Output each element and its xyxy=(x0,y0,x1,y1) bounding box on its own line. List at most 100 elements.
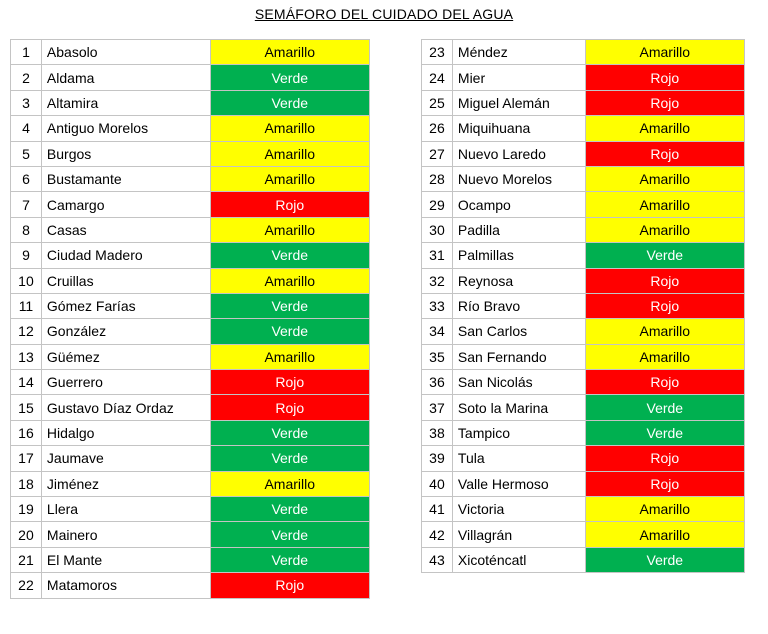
row-number: 8 xyxy=(10,216,42,244)
status-cell: Verde xyxy=(209,242,370,269)
page-title: SEMÁFORO DEL CUIDADO DEL AGUA xyxy=(254,6,514,22)
row-number: 43 xyxy=(421,546,453,574)
municipality-name: Guerrero xyxy=(40,369,211,396)
status-cell: Amarillo xyxy=(584,216,746,244)
table-row: 34 San Carlos Amarillo xyxy=(421,318,746,345)
row-number: 36 xyxy=(421,369,453,396)
status-cell: Verde xyxy=(584,419,746,447)
row-number: 27 xyxy=(421,140,453,167)
table-row: 28 Nuevo Morelos Amarillo xyxy=(421,165,746,193)
status-cell: Verde xyxy=(209,419,370,447)
status-cell: Rojo xyxy=(584,369,746,396)
status-cell: Verde xyxy=(209,445,370,472)
row-number: 15 xyxy=(10,394,42,421)
row-number: 28 xyxy=(421,165,453,193)
municipality-name: Padilla xyxy=(451,216,586,244)
table-row: 7 Camargo Rojo xyxy=(10,191,370,218)
municipality-name: Xicoténcatl xyxy=(451,546,586,574)
municipality-name: Cruillas xyxy=(40,267,211,294)
table-row: 19 Llera Verde xyxy=(10,496,370,523)
table-row: 1 Abasolo Amarillo xyxy=(10,38,370,66)
row-number: 23 xyxy=(421,38,453,66)
table-row: 41 Victoria Amarillo xyxy=(421,496,746,523)
row-number: 35 xyxy=(421,343,453,371)
table-row: 3 Altamira Verde xyxy=(10,89,370,117)
municipality-name: San Fernando xyxy=(451,343,586,371)
row-number: 39 xyxy=(421,445,453,472)
municipality-name: Tampico xyxy=(451,419,586,447)
table-row: 4 Antiguo Morelos Amarillo xyxy=(10,115,370,142)
status-cell: Amarillo xyxy=(209,140,370,167)
status-cell: Rojo xyxy=(584,140,746,167)
status-cell: Verde xyxy=(209,89,370,117)
table-row: 22 Matamoros Rojo xyxy=(10,572,370,599)
status-cell: Rojo xyxy=(209,191,370,218)
table-row: 33 Río Bravo Rojo xyxy=(421,292,746,320)
municipality-name: Miguel Alemán xyxy=(451,89,586,117)
municipality-name: Jiménez xyxy=(40,470,211,498)
table-row: 32 Reynosa Rojo xyxy=(421,267,746,294)
table-row: 23 Méndez Amarillo xyxy=(421,38,746,66)
status-cell: Rojo xyxy=(209,369,370,396)
row-number: 17 xyxy=(10,445,42,472)
table-row: 18 Jiménez Amarillo xyxy=(10,470,370,498)
status-cell: Amarillo xyxy=(584,496,746,523)
row-number: 3 xyxy=(10,89,42,117)
table-row: 24 Mier Rojo xyxy=(421,64,746,91)
row-number: 2 xyxy=(10,64,42,91)
row-number: 29 xyxy=(421,191,453,218)
table-row: 11 Gómez Farías Verde xyxy=(10,292,370,320)
row-number: 12 xyxy=(10,318,42,345)
status-cell: Rojo xyxy=(584,292,746,320)
status-cell: Amarillo xyxy=(209,38,370,66)
status-cell: Verde xyxy=(209,292,370,320)
status-cell: Verde xyxy=(209,546,370,574)
row-number: 5 xyxy=(10,140,42,167)
municipality-name: Ciudad Madero xyxy=(40,242,211,269)
table-row: 15 Gustavo Díaz Ordaz Rojo xyxy=(10,394,370,421)
row-number: 41 xyxy=(421,496,453,523)
status-cell: Verde xyxy=(584,394,746,421)
row-number: 16 xyxy=(10,419,42,447)
municipality-name: Palmillas xyxy=(451,242,586,269)
municipality-name: Méndez xyxy=(451,38,586,66)
municipality-name: Altamira xyxy=(40,89,211,117)
table-row: 5 Burgos Amarillo xyxy=(10,140,370,167)
municipality-name: Nuevo Laredo xyxy=(451,140,586,167)
status-cell: Amarillo xyxy=(209,343,370,371)
table-row: 10 Cruillas Amarillo xyxy=(10,267,370,294)
row-number: 11 xyxy=(10,292,42,320)
municipality-name: Río Bravo xyxy=(451,292,586,320)
table-row: 6 Bustamante Amarillo xyxy=(10,165,370,193)
municipality-name: San Nicolás xyxy=(451,369,586,396)
row-number: 24 xyxy=(421,64,453,91)
table-row: 25 Miguel Alemán Rojo xyxy=(421,89,746,117)
municipality-name: Valle Hermoso xyxy=(451,470,586,498)
municipality-name: Nuevo Morelos xyxy=(451,165,586,193)
municipality-name: San Carlos xyxy=(451,318,586,345)
table-row: 35 San Fernando Amarillo xyxy=(421,343,746,371)
municipality-name: Antiguo Morelos xyxy=(40,115,211,142)
table-row: 16 Hidalgo Verde xyxy=(10,419,370,447)
status-cell: Amarillo xyxy=(209,216,370,244)
municipality-name: Casas xyxy=(40,216,211,244)
status-cell: Rojo xyxy=(584,267,746,294)
table-row: 14 Guerrero Rojo xyxy=(10,369,370,396)
row-number: 18 xyxy=(10,470,42,498)
municipality-table-right: 23 Méndez Amarillo 24 Mier Rojo 25 Miguel Alemá… xyxy=(421,38,746,574)
table-row: 36 San Nicolás Rojo xyxy=(421,369,746,396)
status-cell: Amarillo xyxy=(584,343,746,371)
status-cell: Rojo xyxy=(209,394,370,421)
table-row: 39 Tula Rojo xyxy=(421,445,746,472)
municipality-name: Mier xyxy=(451,64,586,91)
municipality-name: Camargo xyxy=(40,191,211,218)
municipality-name: Güémez xyxy=(40,343,211,371)
row-number: 22 xyxy=(10,572,42,599)
municipality-table-left: 1 Abasolo Amarillo 2 Aldama Verde 3 Altamira Ver… xyxy=(10,38,370,599)
row-number: 10 xyxy=(10,267,42,294)
row-number: 1 xyxy=(10,38,42,66)
status-cell: Rojo xyxy=(584,64,746,91)
table-row: 9 Ciudad Madero Verde xyxy=(10,242,370,269)
status-cell: Rojo xyxy=(584,470,746,498)
municipality-name: Victoria xyxy=(451,496,586,523)
